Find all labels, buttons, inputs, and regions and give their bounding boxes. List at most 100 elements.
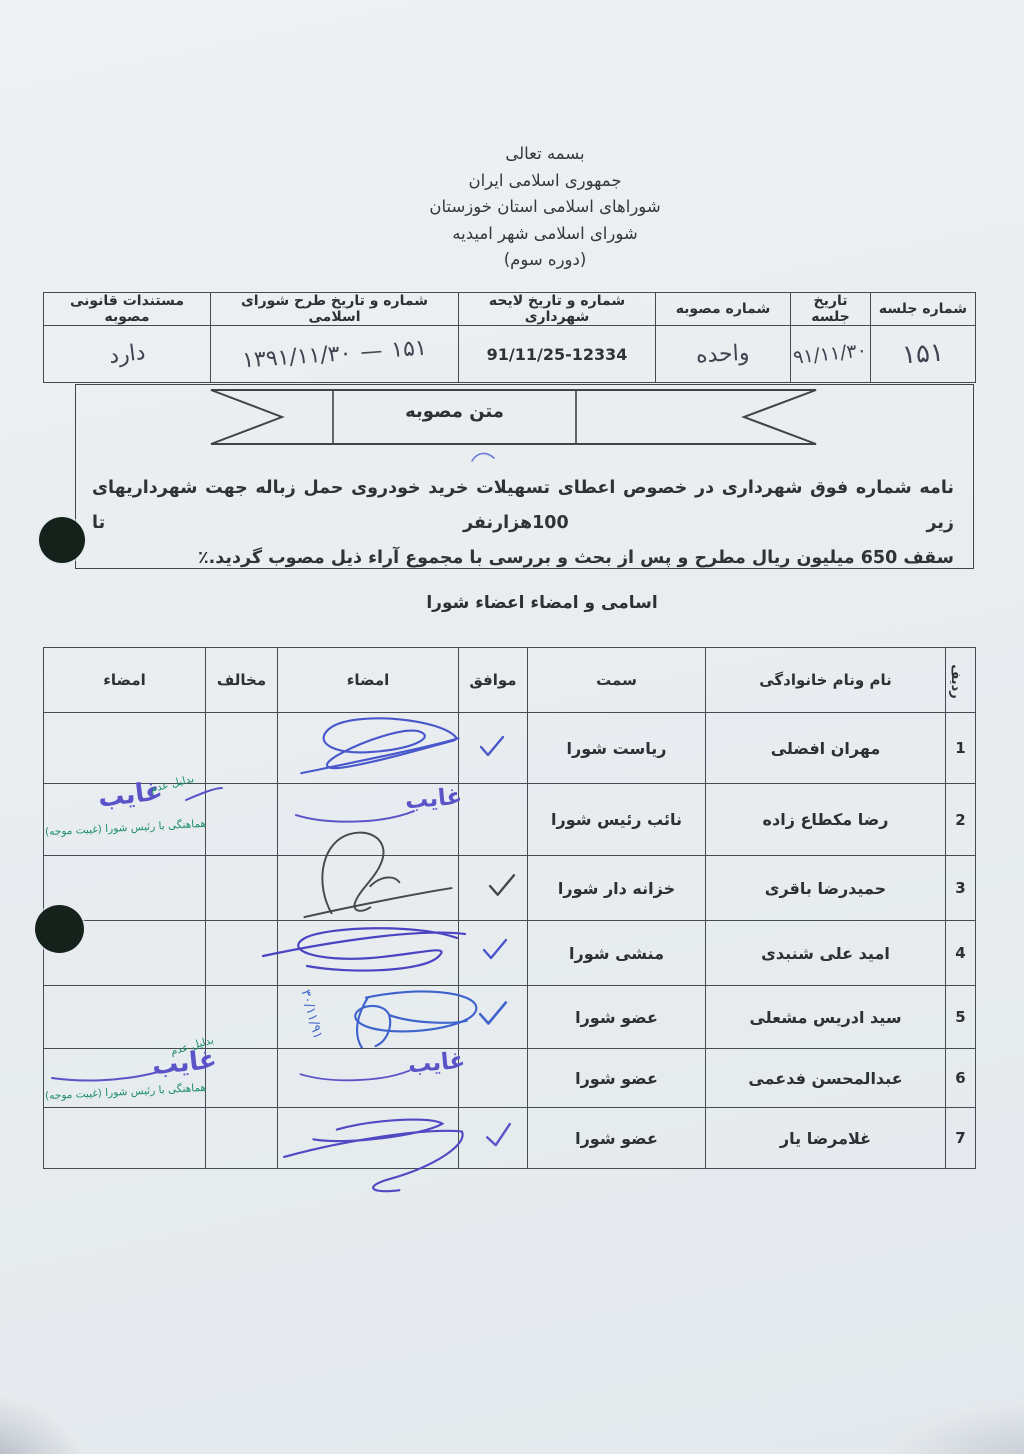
plan-no: ۱۵۱	[390, 335, 428, 363]
resolution-banner-title: متن مصوبه	[405, 401, 504, 422]
header-row-no: ردیف	[945, 647, 976, 713]
member-row: 1 مهران افضلی ریاست شورا	[43, 712, 976, 784]
agree-vote-cell	[458, 920, 528, 986]
members-signature-table: ردیف نام ونام خانوادگی سمت موافق امضاء م…	[43, 647, 976, 1169]
members-header-row: ردیف نام ونام خانوادگی سمت موافق امضاء م…	[43, 647, 976, 713]
row-number: 5	[945, 985, 976, 1049]
agree-vote-cell	[458, 712, 528, 784]
disagree-vote-cell	[205, 783, 278, 856]
disagree-signature-cell	[43, 855, 206, 921]
agree-signature-cell	[277, 1107, 459, 1169]
value-legal-docs: دارد	[43, 325, 211, 383]
resolution-box	[75, 384, 974, 569]
disagree-vote-cell	[205, 985, 278, 1049]
row-number: 1	[945, 712, 976, 784]
member-name: رضا مکطاع زاده	[705, 783, 946, 856]
agree-vote-cell	[458, 1107, 528, 1169]
resolution-text-line2: سقف 650 میلیون ریال مطرح و پس از بحث و ب…	[197, 548, 954, 568]
agree-signature-cell	[277, 985, 459, 1049]
agree-signature-cell	[277, 783, 459, 856]
disagree-vote-cell	[205, 855, 278, 921]
member-name: عبدالمحسن فدعمی	[705, 1048, 946, 1108]
handwritten-plan-no-date: ۱۳۹۱/۱۱/۳۰ — ۱۵۱	[212, 333, 456, 375]
disagree-vote-cell	[205, 1107, 278, 1169]
member-row: 5 سید ادریس مشعلی عضو شورا	[43, 985, 976, 1049]
member-position: عضو شورا	[527, 1107, 706, 1169]
member-row: 4 امید علی شنبدی منشی شورا	[43, 920, 976, 986]
members-section-title: اسامی و امضاء اعضاء شورا	[426, 593, 658, 613]
resolution-text-line1: نامه شماره فوق شهرداری در خصوص اعطای تسه…	[92, 478, 954, 533]
agree-vote-cell	[458, 783, 528, 856]
header-disagree: مخالف	[205, 647, 278, 713]
disagree-vote-cell	[205, 1048, 278, 1108]
header-signature-agree: امضاء	[277, 647, 459, 713]
disagree-signature-cell	[43, 985, 206, 1049]
plan-date: ۱۳۹۱/۱۱/۳۰	[241, 340, 353, 373]
member-name: امید علی شنبدی	[705, 920, 946, 986]
member-name: حمیدرضا باقری	[705, 855, 946, 921]
header-legal-docs: مستندات قانونی مصوبه	[43, 292, 211, 326]
row-number: 7	[945, 1107, 976, 1169]
info-value-row: ۱۵۱ ۹۱/۱۱/۳۰ واحده 91/11/25-12334 ۱۳۹۱/۱…	[43, 325, 976, 383]
row-no-label: ردیف	[948, 664, 964, 699]
header-line-republic: جمهوری اسلامی ایران	[468, 170, 622, 190]
disagree-signature-cell	[43, 783, 206, 856]
value-session-date: ۹۱/۱۱/۳۰	[790, 325, 871, 383]
row-number: 2	[945, 783, 976, 856]
value-resolution-no: واحده	[655, 325, 791, 383]
member-position: ریاست شورا	[527, 712, 706, 784]
member-name: غلامرضا یار	[705, 1107, 946, 1169]
value-plan-no-date: ۱۳۹۱/۱۱/۳۰ — ۱۵۱	[210, 325, 459, 383]
member-row: 3 حمیدرضا باقری خزانه دار شورا	[43, 855, 976, 921]
header-line-bismillah: بسمه تعالی	[505, 144, 585, 163]
header-plan-no-date: شماره و تاریخ طرح شورای اسلامی	[210, 292, 459, 326]
header-full-name: نام ونام خانوادگی	[705, 647, 946, 713]
header-session-no: شماره جلسه	[870, 292, 976, 326]
member-name: سید ادریس مشعلی	[705, 985, 946, 1049]
member-row: 2 رضا مکطاع زاده نائب رئیس شورا	[43, 783, 976, 856]
member-position: نائب رئیس شورا	[527, 783, 706, 856]
handwritten-session-date: ۹۱/۱۱/۳۰	[792, 339, 869, 369]
header-session-date: تاریخ جلسه	[790, 292, 871, 326]
header-line-city-council: شورای اسلامی شهر امیدیه	[452, 223, 638, 243]
value-bill-no-date: 91/11/25-12334	[458, 325, 656, 383]
disagree-vote-cell	[205, 920, 278, 986]
resolution-banner-ribbon	[210, 389, 817, 445]
agree-signature-cell	[277, 712, 459, 784]
disagree-signature-cell	[43, 712, 206, 784]
session-info-table: شماره جلسه تاریخ جلسه شماره مصوبه شماره …	[43, 292, 976, 383]
handwritten-session-no: ۱۵۱	[901, 337, 945, 371]
value-session-no: ۱۵۱	[870, 325, 976, 383]
document-letterhead: بسمه تعالی جمهوری اسلامی ایران شوراهای ا…	[65, 141, 1024, 274]
disagree-signature-cell	[43, 920, 206, 986]
row-number: 4	[945, 920, 976, 986]
member-position: خزانه دار شورا	[527, 855, 706, 921]
header-line-term: (دوره سوم)	[503, 250, 587, 269]
header-bill-no-date: شماره و تاریخ لایحه شهرداری	[458, 292, 656, 326]
plan-dash: —	[359, 338, 384, 365]
member-position: عضو شورا	[527, 985, 706, 1049]
header-signature-disagree: امضاء	[43, 647, 206, 713]
agree-signature-cell	[277, 855, 459, 921]
agree-signature-cell	[277, 920, 459, 986]
agree-vote-cell	[458, 1048, 528, 1108]
stray-pen-squiggle	[471, 452, 495, 462]
member-name: مهران افضلی	[705, 712, 946, 784]
agree-signature-cell	[277, 1048, 459, 1108]
member-row: 7 غلامرضا یار عضو شورا	[43, 1107, 976, 1169]
member-row: 6 عبدالمحسن فدعمی عضو شورا	[43, 1048, 976, 1108]
typed-bill-no-date: 91/11/25-12334	[486, 344, 628, 364]
member-position: منشی شورا	[527, 920, 706, 986]
agree-vote-cell	[458, 985, 528, 1049]
agree-vote-cell	[458, 855, 528, 921]
header-agree: موافق	[458, 647, 528, 713]
header-resolution-no: شماره مصوبه	[655, 292, 791, 326]
disagree-signature-cell	[43, 1048, 206, 1108]
resolution-text: نامه شماره فوق شهرداری در خصوص اعطای تسه…	[92, 471, 954, 576]
disagree-vote-cell	[205, 712, 278, 784]
disagree-signature-cell	[43, 1107, 206, 1169]
row-number: 3	[945, 855, 976, 921]
handwritten-legal-docs: دارد	[107, 339, 147, 369]
handwritten-resolution-no: واحده	[695, 340, 751, 368]
header-position: سمت	[527, 647, 706, 713]
